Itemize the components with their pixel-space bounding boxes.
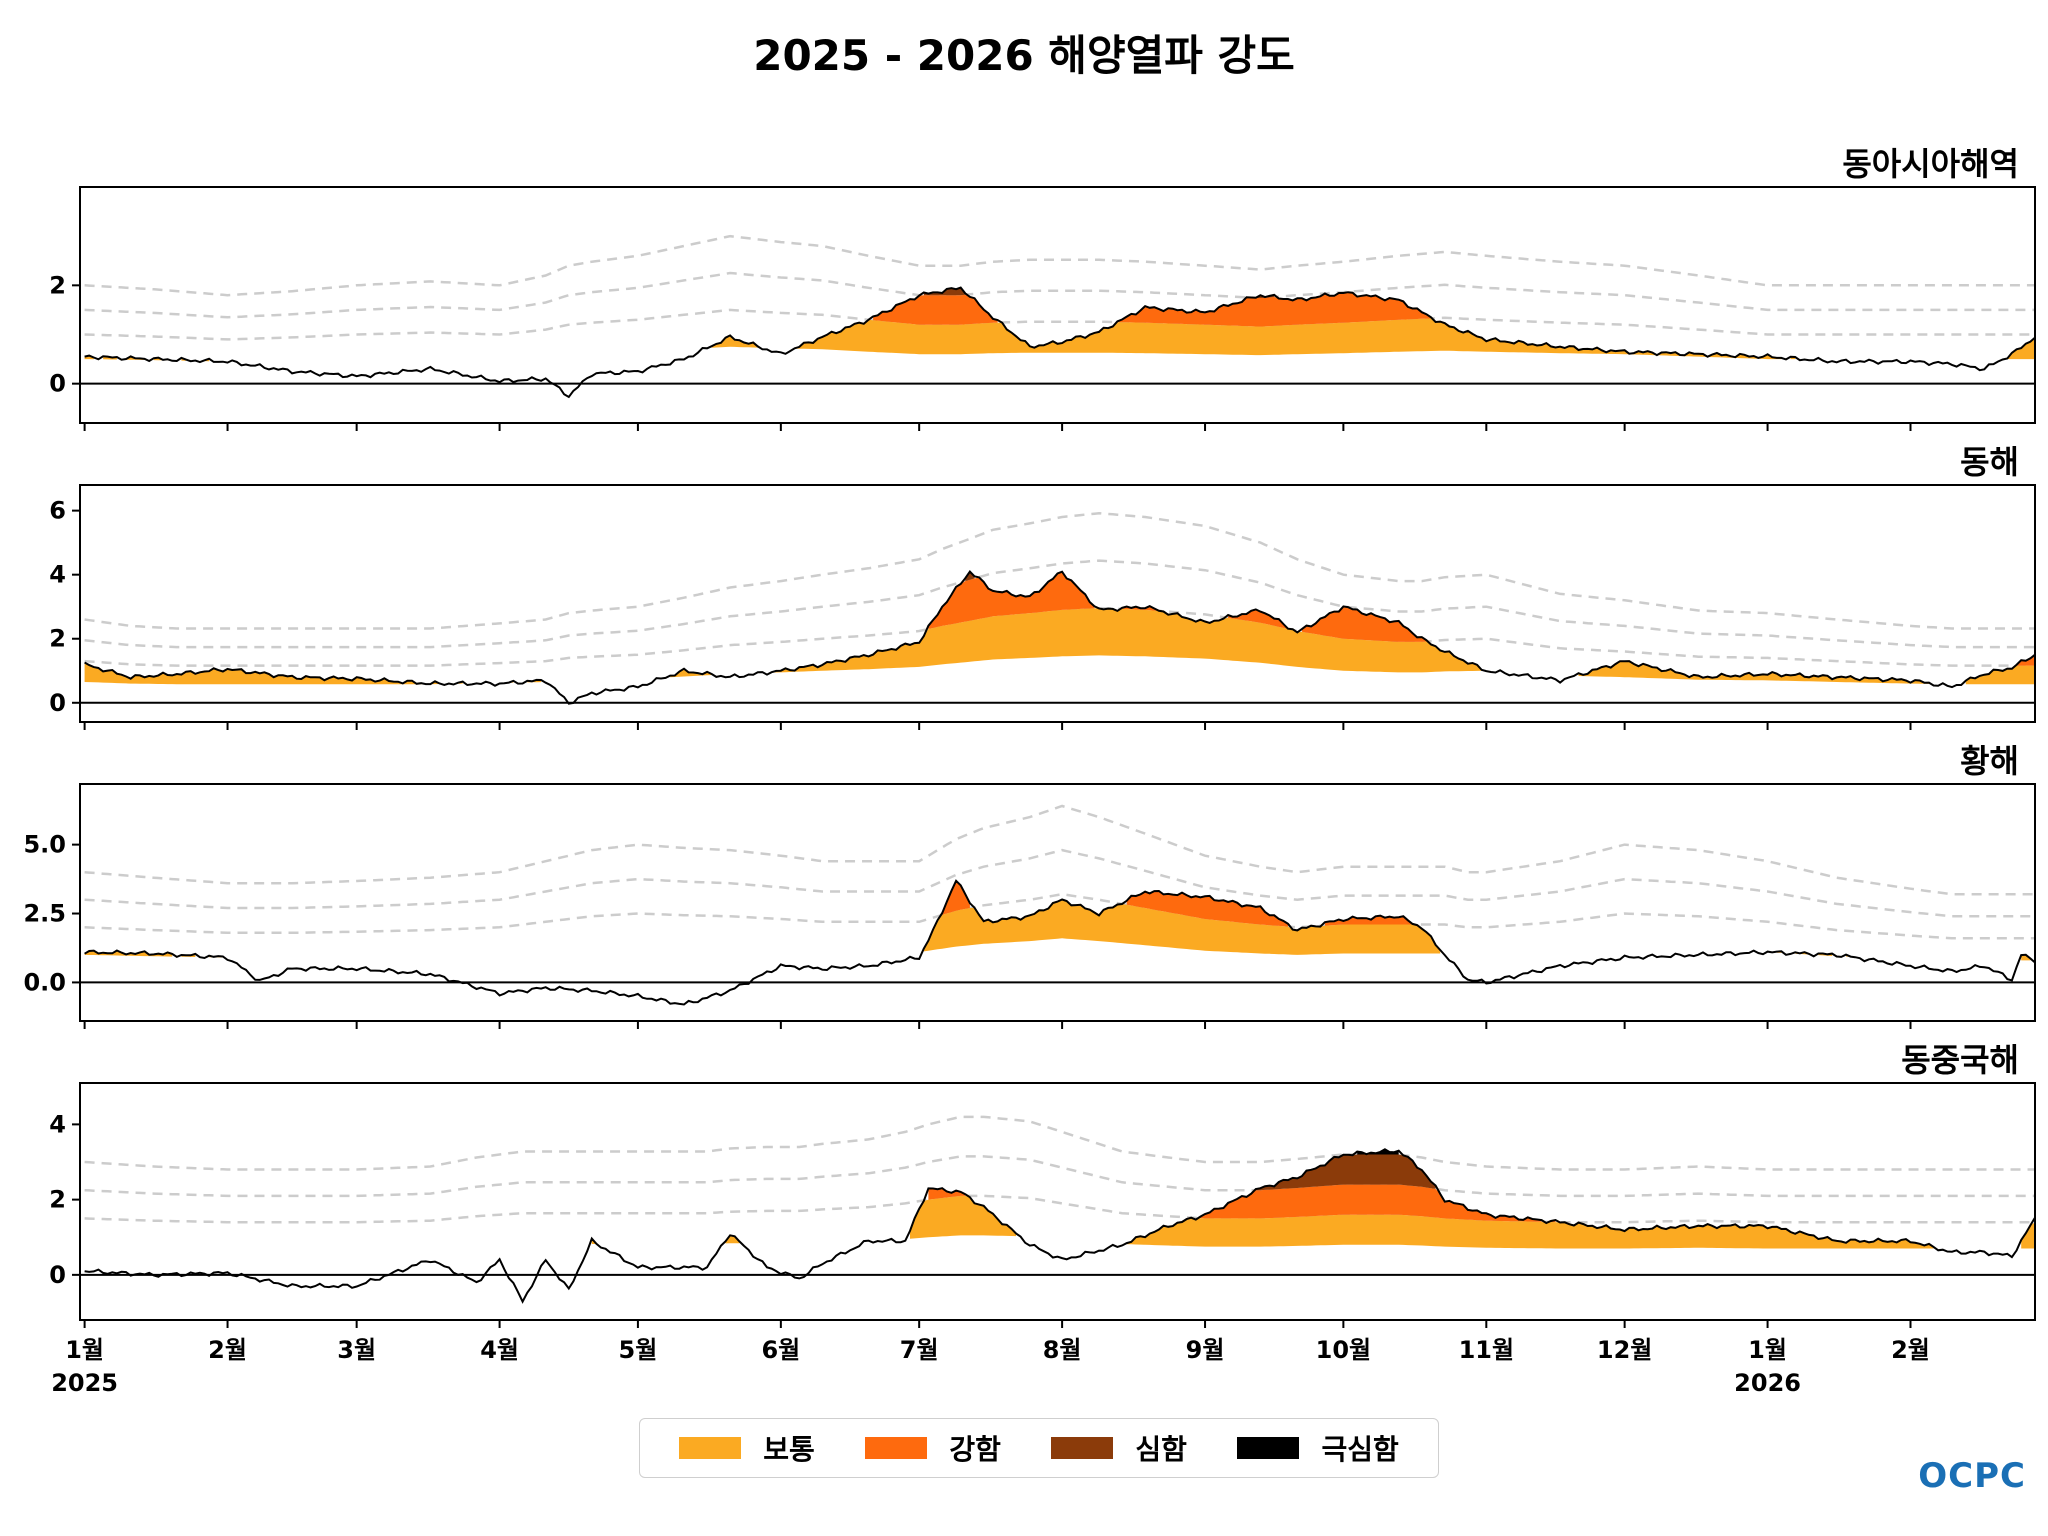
threshold-line-4x (84, 234, 2035, 297)
y-tick-label: 0 (49, 1261, 66, 1289)
legend-swatch-severe (1051, 1437, 1114, 1459)
y-tick-label: 0 (49, 689, 66, 717)
x-tick-label: 12월 (1597, 1336, 1652, 1364)
threshold-line-4x (84, 511, 2035, 630)
panel-frame (79, 484, 2036, 723)
ocpc-logo: OCPC (1918, 1456, 2026, 1496)
x-tick-label: 1월 (65, 1336, 104, 1364)
sst-anomaly-line (84, 570, 2035, 705)
category-area-severe (1255, 1154, 1436, 1191)
panel-2: 동해 0 2 4 6 (49, 443, 2036, 730)
legend: 보통 강함 심함 극심함 (639, 1418, 1439, 1478)
y-tick-label: 0.0 (23, 968, 66, 996)
sst-anomaly-line (84, 879, 2035, 1006)
x-tick-year-label: 2025 (51, 1369, 118, 1397)
sst-anomaly-line (84, 286, 2035, 399)
legend-label-strong: 강함 (949, 1433, 1001, 1466)
x-tick-label: 7월 (900, 1336, 939, 1364)
category-area-moderate (84, 318, 2035, 362)
threshold-line-2x (84, 892, 2035, 940)
panel-frame (79, 186, 2036, 424)
threshold-line-3x (84, 271, 2035, 319)
plot-area (80, 511, 2035, 705)
chart-title: 2025 - 2026 해양열파 강도 (753, 31, 1295, 80)
panel-frame (79, 783, 2036, 1022)
plot-area (80, 1115, 2035, 1304)
x-tick-label: 9월 (1186, 1336, 1225, 1364)
y-tick-label: 4 (49, 1110, 66, 1138)
panel-3: 황해 0.0 2.5 5.0 (23, 742, 2036, 1029)
legend-item-severe: 심함 (1051, 1428, 1187, 1468)
threshold-line-2x (84, 308, 2035, 341)
legend-item-moderate: 보통 (679, 1428, 815, 1468)
threshold-line-4x (84, 804, 2035, 896)
x-tick-label: 2월 (1891, 1336, 1930, 1364)
plot-area (80, 234, 2035, 399)
panel-title: 동아시아해역 (1842, 145, 2019, 183)
legend-label-extreme: 극심함 (1321, 1433, 1399, 1466)
legend-swatch-extreme (1237, 1437, 1300, 1459)
x-tick-year-label: 2026 (1734, 1369, 1801, 1397)
panel-title: 동해 (1960, 443, 2019, 481)
legend-label-moderate: 보통 (763, 1433, 815, 1466)
y-tick-label: 2 (49, 625, 66, 653)
plot-area (80, 804, 2035, 1006)
x-tick-label: 6월 (761, 1336, 800, 1364)
x-tick-label: 2월 (208, 1336, 247, 1364)
panel-title: 황해 (1960, 742, 2019, 780)
legend-label-severe: 심함 (1135, 1433, 1187, 1466)
y-tick-label: 6 (49, 497, 66, 525)
legend-item-extreme: 극심함 (1237, 1428, 1399, 1468)
threshold-line-3x (84, 1155, 2035, 1198)
threshold-line-2x (84, 1194, 2035, 1224)
panel-frame (79, 1082, 2036, 1321)
x-tick-label: 4월 (480, 1336, 519, 1364)
category-area-strong (873, 292, 1431, 327)
threshold-line-3x (84, 559, 2035, 649)
x-tick-label: 3월 (337, 1336, 376, 1364)
y-tick-label: 2 (49, 1186, 66, 1214)
category-area-moderate (84, 899, 2031, 961)
x-tick-label: 11월 (1459, 1336, 1514, 1364)
y-tick-label: 0 (49, 370, 66, 398)
panel-1: 동아시아해역 0 2 (49, 145, 2036, 431)
sst-anomaly-line (84, 1148, 2035, 1304)
category-area-moderate (591, 1195, 2035, 1249)
threshold-line-4x (84, 1115, 2035, 1171)
panel-title: 동중국해 (1901, 1041, 2019, 1079)
y-tick-label: 4 (49, 561, 66, 589)
category-area-strong (928, 1184, 1556, 1223)
panel-4: 동중국해 0 2 4 (49, 1041, 2036, 1328)
category-area-moderate (84, 608, 2035, 685)
x-tick-label: 5월 (619, 1336, 658, 1364)
y-tick-label: 2 (49, 271, 66, 299)
threshold-line-3x (84, 848, 2035, 918)
x-tick-label: 10월 (1316, 1336, 1371, 1364)
x-tick-label: 8월 (1043, 1336, 1082, 1364)
legend-swatch-moderate (679, 1437, 742, 1459)
category-area-extreme (1357, 1149, 1399, 1155)
legend-item-strong: 강함 (865, 1428, 1001, 1468)
x-tick-label: 1월 (1748, 1336, 1787, 1364)
legend-swatch-strong (865, 1437, 928, 1459)
y-tick-label: 5.0 (23, 831, 66, 859)
y-tick-label: 2.5 (23, 900, 66, 928)
category-area-strong (942, 880, 1413, 927)
